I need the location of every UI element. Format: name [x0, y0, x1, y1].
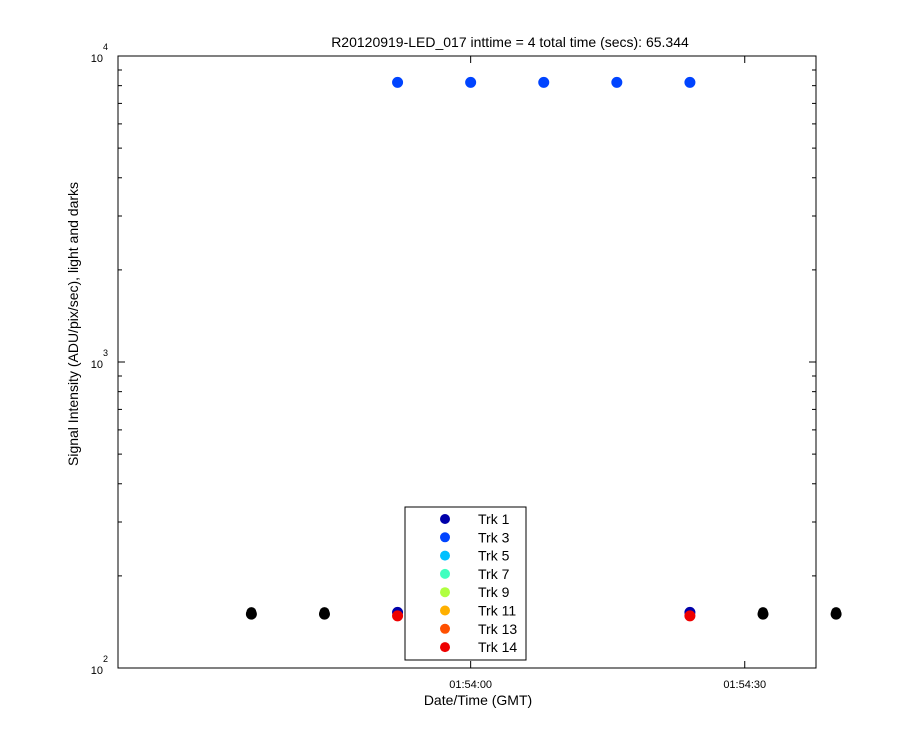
legend-label: Trk 13 — [478, 621, 517, 637]
legend-marker — [440, 587, 450, 598]
legend-label: Trk 1 — [478, 511, 510, 527]
legend-label: Trk 14 — [478, 639, 517, 655]
x-axis-label: Date/Time (GMT) — [424, 692, 532, 708]
dark-frame-point-stack — [319, 607, 330, 618]
legend-marker — [440, 568, 450, 579]
legend-label: Trk 3 — [478, 529, 510, 545]
legend-marker — [440, 642, 450, 653]
point-trk-3 — [611, 76, 623, 88]
y-tick-base: 10 — [91, 665, 103, 677]
point-trk-14 — [392, 610, 404, 622]
point-trk-14 — [684, 610, 696, 622]
point-trk-3 — [392, 76, 404, 88]
legend-marker — [440, 550, 450, 561]
y-tick-label: 102 — [91, 654, 108, 677]
legend-label: Trk 7 — [478, 566, 510, 582]
legend-marker — [440, 532, 450, 543]
x-tick-label: 01:54:30 — [723, 679, 766, 691]
legend-label: Trk 11 — [478, 603, 516, 619]
x-tick-label: 01:54:00 — [449, 679, 492, 691]
point-trk-3 — [465, 76, 477, 88]
legend-marker — [440, 623, 450, 634]
legend-label: Trk 9 — [478, 584, 510, 600]
data-points — [245, 76, 842, 622]
dark-frame-point-stack — [758, 607, 769, 618]
legend-box — [404, 506, 527, 661]
point-trk-3 — [538, 76, 550, 88]
y-axis-label: Signal Intensity (ADU/pix/sec), light an… — [65, 182, 81, 466]
y-tick-label: 103 — [91, 348, 108, 371]
y-tick-label: 104 — [91, 42, 108, 65]
y-tick-base: 10 — [91, 53, 103, 65]
point-trk-3 — [684, 76, 696, 88]
y-tick-base: 10 — [91, 359, 103, 371]
dark-frame-point-stack — [246, 607, 257, 618]
y-tick-exponent: 4 — [103, 42, 108, 52]
chart-title: R20120919-LED_017 inttime = 4 total time… — [331, 34, 689, 50]
legend-marker — [440, 514, 450, 524]
legend: Trk 1 Trk 3 Trk 5 Trk 7 Trk 9 Trk 11 Trk 13 Trk… — [404, 506, 527, 661]
y-tick-exponent: 3 — [103, 348, 108, 358]
legend-items: Trk 1 Trk 3 Trk 5 Trk 7 Trk 9 Trk 11 Trk 13 Trk… — [440, 511, 517, 655]
dark-frame-point-stack — [831, 607, 842, 618]
y-tick-exponent: 2 — [103, 654, 108, 664]
legend-marker — [440, 605, 450, 616]
legend-label: Trk 5 — [478, 548, 510, 564]
axis-ticks — [118, 55, 816, 669]
